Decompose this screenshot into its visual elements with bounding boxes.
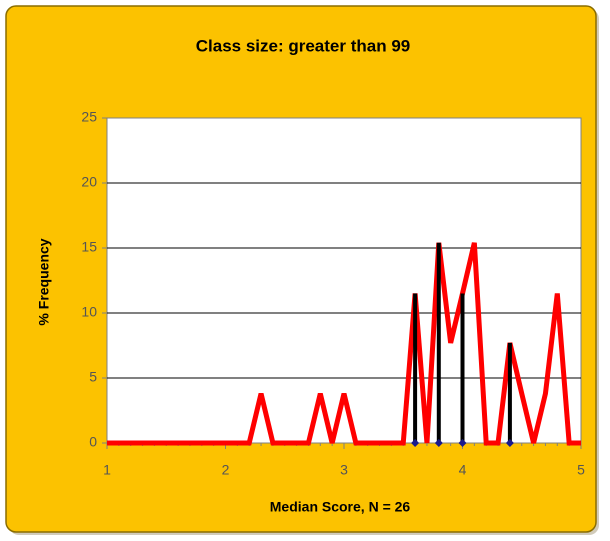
line — [107, 242, 581, 446]
marker — [411, 439, 420, 447]
x-tick-label: 3 — [340, 462, 348, 478]
y-tick-label: 25 — [81, 109, 97, 125]
x-tick-label: 1 — [103, 462, 111, 478]
x-axis-label: Median Score, N = 26 — [270, 499, 411, 515]
marker — [505, 439, 514, 447]
marker — [434, 439, 443, 447]
y-tick-label: 0 — [89, 434, 97, 450]
y-tick-label: 15 — [81, 239, 97, 255]
x-tick-label: 4 — [459, 462, 467, 478]
y-tick-label: 5 — [89, 369, 97, 385]
y-axis-label: % Frequency — [36, 238, 52, 325]
x-tick-label: 5 — [577, 462, 585, 478]
chart-title: Class size: greater than 99 — [196, 36, 410, 55]
marker — [458, 439, 467, 447]
x-tick-label: 2 — [222, 462, 230, 478]
y-tick-label: 10 — [81, 304, 97, 320]
y-tick-label: 20 — [81, 174, 97, 190]
